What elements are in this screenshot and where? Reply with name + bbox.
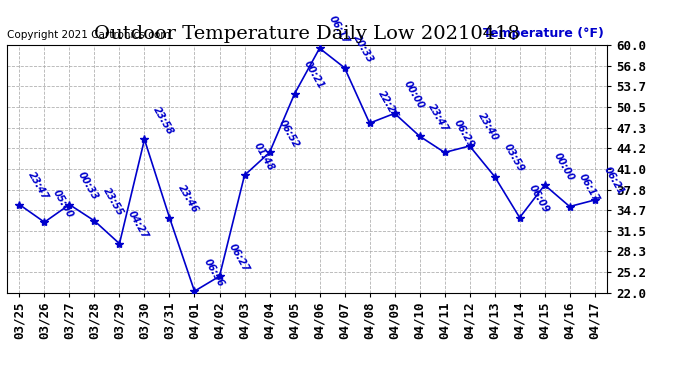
Text: 04:27: 04:27 (126, 209, 150, 241)
Text: 00:21: 00:21 (302, 59, 326, 91)
Text: 23:47: 23:47 (26, 170, 50, 202)
Text: 06:09: 06:09 (526, 183, 551, 215)
Text: 03:59: 03:59 (502, 142, 526, 174)
Text: 06:52: 06:52 (277, 118, 301, 150)
Text: Copyright 2021 Cartronics.com: Copyright 2021 Cartronics.com (7, 30, 170, 40)
Text: Temperature (°F): Temperature (°F) (483, 27, 604, 40)
Text: 23:46: 23:46 (177, 183, 201, 215)
Text: 20:33: 20:33 (351, 33, 375, 65)
Text: 06:17: 06:17 (577, 172, 601, 204)
Text: 23:58: 23:58 (151, 105, 175, 136)
Text: 23:40: 23:40 (477, 111, 501, 143)
Text: 06:56: 06:56 (201, 256, 226, 288)
Text: 23:55: 23:55 (101, 186, 126, 218)
Text: 06:29: 06:29 (451, 118, 475, 150)
Text: 06:17: 06:17 (326, 14, 351, 45)
Text: 00:00: 00:00 (402, 79, 426, 111)
Text: 00:33: 00:33 (77, 170, 101, 202)
Text: 00:00: 00:00 (551, 150, 575, 182)
Text: 01:48: 01:48 (251, 141, 275, 172)
Text: 23:47: 23:47 (426, 102, 451, 134)
Text: 22:26: 22:26 (377, 88, 401, 120)
Title: Outdoor Temperature Daily Low 20210418: Outdoor Temperature Daily Low 20210418 (94, 26, 520, 44)
Text: 05:00: 05:00 (51, 188, 75, 219)
Text: 06:27: 06:27 (226, 242, 250, 273)
Text: 06:21: 06:21 (602, 165, 626, 197)
